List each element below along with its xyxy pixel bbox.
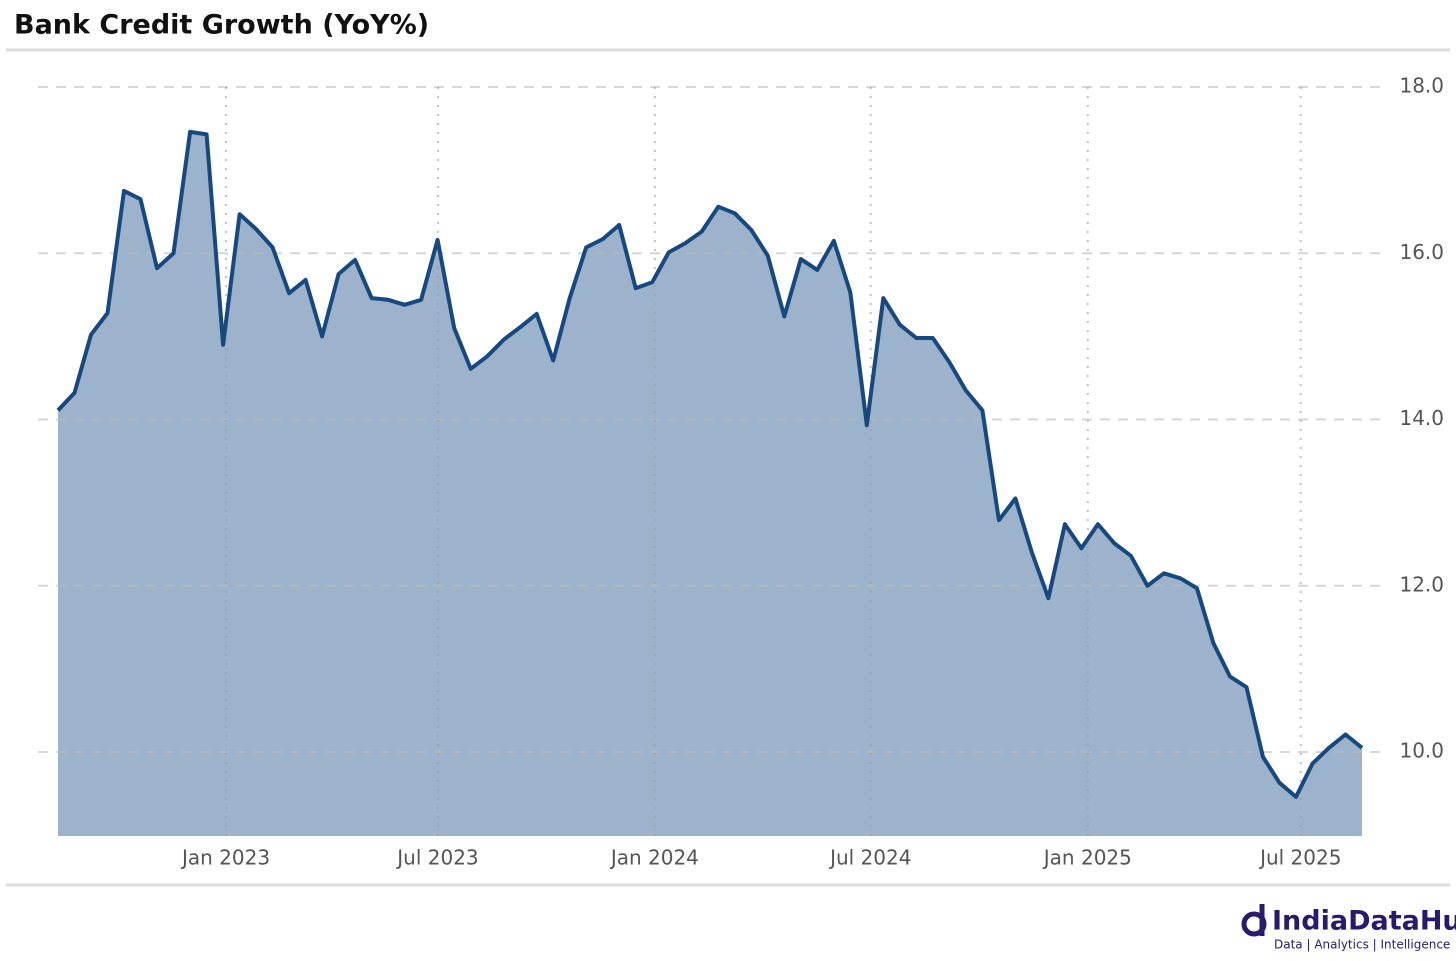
- x-tick-label: Jul 2024: [828, 846, 911, 870]
- chart-title: Bank Credit Growth (YoY%): [14, 10, 429, 41]
- logo-tagline: Data | Analytics | Intelligence: [1274, 938, 1450, 952]
- x-tick-label: Jan 2024: [609, 846, 699, 870]
- x-tick-label: Jan 2025: [1042, 846, 1132, 870]
- x-tick-label: Jul 2025: [1258, 846, 1341, 870]
- x-tick-label: Jul 2023: [395, 846, 478, 870]
- area-fill: [58, 131, 1362, 836]
- y-tick-label: 16.0: [1399, 240, 1444, 264]
- x-tick-label: Jan 2023: [180, 846, 270, 870]
- plot: 10.0 12.0 14.0 16.0 18.0 Jan 2023 Jul 2023 Jan …: [38, 74, 1444, 870]
- logo-name: IndiaDataHub: [1272, 906, 1456, 937]
- y-tick-label: 14.0: [1399, 406, 1444, 430]
- y-tick-label: 12.0: [1399, 572, 1444, 596]
- y-tick-label: 10.0: [1399, 739, 1444, 763]
- area-line: [56, 129, 1364, 799]
- y-tick-label: 18.0: [1399, 74, 1444, 98]
- logo: IndiaDataHub Data | Analytics | Intellig…: [1241, 904, 1456, 952]
